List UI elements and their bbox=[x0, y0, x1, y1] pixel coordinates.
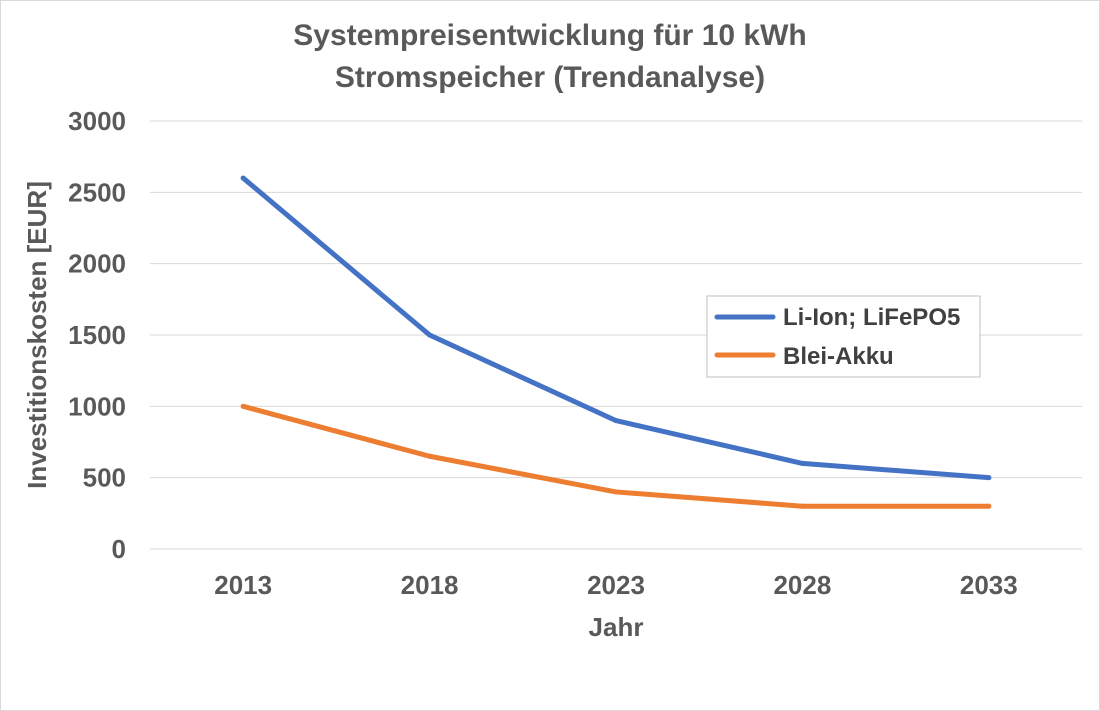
gridlines bbox=[150, 120, 1082, 550]
data-point bbox=[240, 403, 246, 409]
y-axis-ticks: 0 500 1000 1500 2000 2500 3000 bbox=[68, 106, 126, 564]
data-point bbox=[986, 503, 992, 509]
series-lines bbox=[240, 175, 992, 509]
legend-box bbox=[706, 295, 981, 378]
data-point bbox=[799, 460, 805, 466]
y-tick-label: 3000 bbox=[68, 106, 126, 136]
y-tick-label: 1500 bbox=[68, 320, 126, 350]
y-tick-label: 1000 bbox=[68, 391, 126, 421]
y-tick-label: 2500 bbox=[68, 177, 126, 207]
data-point bbox=[427, 453, 433, 459]
y-tick-label: 500 bbox=[83, 463, 126, 493]
x-tick-label: 2028 bbox=[773, 570, 831, 600]
legend: Li-Ion; LiFePO5 Blei-Akku bbox=[706, 295, 981, 378]
y-tick-label: 2000 bbox=[68, 249, 126, 279]
x-axis-ticks: 2013 2018 2023 2028 2033 bbox=[214, 570, 1017, 600]
y-axis-title: Investitionskosten [EUR] bbox=[22, 181, 52, 489]
x-tick-label: 2033 bbox=[960, 570, 1018, 600]
x-tick-label: 2023 bbox=[587, 570, 645, 600]
x-tick-label: 2018 bbox=[401, 570, 459, 600]
data-point bbox=[799, 503, 805, 509]
x-tick-label: 2013 bbox=[214, 570, 272, 600]
chart-title-line-1: Systempreisentwicklung für 10 kWh bbox=[293, 19, 806, 52]
data-point bbox=[986, 475, 992, 481]
data-point bbox=[613, 489, 619, 495]
legend-label-li-ion: Li-Ion; LiFePO5 bbox=[783, 304, 960, 331]
y-tick-label: 0 bbox=[112, 534, 126, 564]
data-point bbox=[427, 332, 433, 338]
data-point bbox=[613, 418, 619, 424]
data-point bbox=[240, 175, 246, 181]
chart-title-line-2: Stromspeicher (Trendanalyse) bbox=[335, 61, 765, 94]
x-axis-title: Jahr bbox=[589, 612, 644, 642]
legend-label-blei-akku: Blei-Akku bbox=[783, 343, 894, 370]
